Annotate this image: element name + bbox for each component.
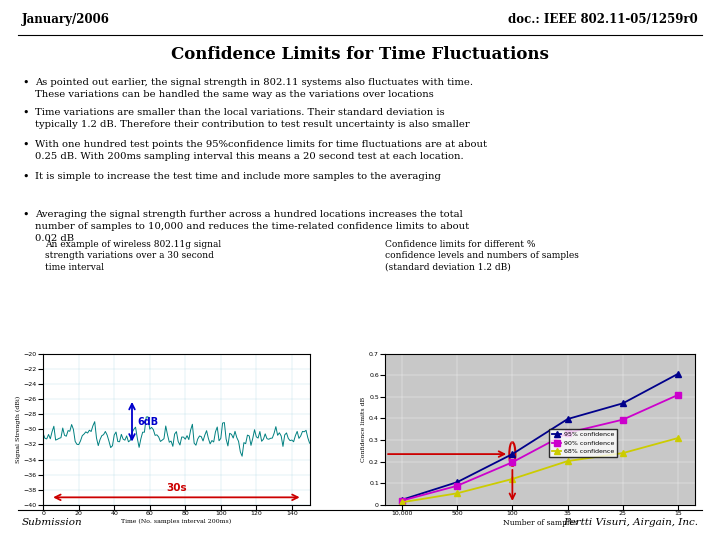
- 90% confidence: [453, 483, 462, 489]
- Y-axis label: Signal Strength (dBi): Signal Strength (dBi): [16, 396, 21, 463]
- 95% confidence: [563, 416, 572, 422]
- Text: Confidence limits for different %
confidence levels and numbers of samples
(stan: Confidence limits for different % confid…: [385, 240, 579, 272]
- 95% confidence: [453, 479, 462, 485]
- 68% confidence: [508, 476, 517, 482]
- Text: Confidence Limits for Time Fluctuations: Confidence Limits for Time Fluctuations: [171, 46, 549, 63]
- Y-axis label: Confidence limits dB: Confidence limits dB: [361, 397, 366, 462]
- Text: •: •: [22, 140, 29, 150]
- Text: As pointed out earlier, the signal strength in 802.11 systems also fluctuates wi: As pointed out earlier, the signal stren…: [35, 78, 473, 99]
- 68% confidence: [674, 435, 683, 441]
- 95% confidence: [618, 400, 627, 407]
- 68% confidence: [397, 499, 406, 505]
- Text: Pertti Visuri, Airgain, Inc.: Pertti Visuri, Airgain, Inc.: [563, 518, 698, 527]
- Text: Time variations are smaller than the local variations. Their standard deviation : Time variations are smaller than the loc…: [35, 108, 469, 129]
- X-axis label: Number of samples: Number of samples: [503, 519, 577, 527]
- Text: An example of wireless 802.11g signal
strength variations over a 30 second
time : An example of wireless 802.11g signal st…: [45, 240, 221, 272]
- 68% confidence: [453, 490, 462, 497]
- 90% confidence: [508, 459, 517, 465]
- Legend: 95% confidence, 90% confidence, 68% confidence: 95% confidence, 90% confidence, 68% conf…: [549, 429, 616, 457]
- 95% confidence: [674, 370, 683, 377]
- Text: With one hundred test points the 95%confidence limits for time fluctuations are : With one hundred test points the 95%conf…: [35, 140, 487, 161]
- Text: It is simple to increase the test time and include more samples to the averaging: It is simple to increase the test time a…: [35, 172, 441, 181]
- Line: 68% confidence: 68% confidence: [399, 435, 681, 505]
- 68% confidence: [563, 458, 572, 464]
- Text: Submission: Submission: [22, 518, 83, 527]
- Text: •: •: [22, 172, 29, 182]
- 68% confidence: [618, 450, 627, 456]
- 90% confidence: [618, 416, 627, 423]
- 90% confidence: [563, 430, 572, 436]
- Text: 30s: 30s: [166, 483, 186, 493]
- Text: •: •: [22, 108, 29, 118]
- Text: •: •: [22, 78, 29, 88]
- Line: 95% confidence: 95% confidence: [399, 371, 681, 503]
- 95% confidence: [508, 451, 517, 457]
- Text: 6dB: 6dB: [138, 417, 158, 427]
- X-axis label: Time (No. samples interval 200ms): Time (No. samples interval 200ms): [121, 519, 232, 524]
- 90% confidence: [674, 392, 683, 398]
- Text: Averaging the signal strength further across a hundred locations increases the t: Averaging the signal strength further ac…: [35, 210, 469, 242]
- Text: doc.: IEEE 802.11-05/1259r0: doc.: IEEE 802.11-05/1259r0: [508, 14, 698, 26]
- 95% confidence: [397, 497, 406, 503]
- Text: •: •: [22, 210, 29, 220]
- 90% confidence: [397, 497, 406, 504]
- Line: 90% confidence: 90% confidence: [399, 392, 681, 503]
- Text: January/2006: January/2006: [22, 14, 110, 26]
